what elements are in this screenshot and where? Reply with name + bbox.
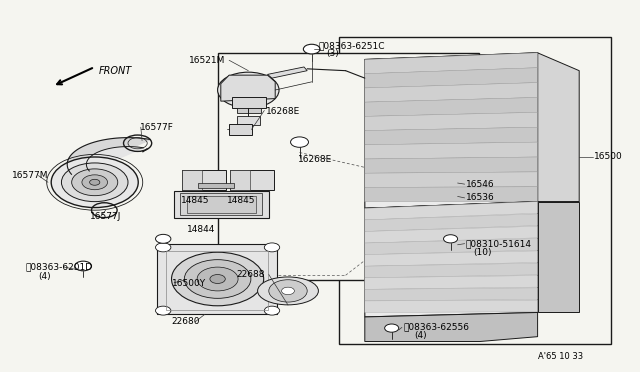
Text: 16521M: 16521M (189, 56, 225, 65)
Polygon shape (365, 251, 538, 266)
Bar (198, 183, 234, 188)
Bar (237, 116, 260, 125)
Polygon shape (67, 138, 150, 174)
Circle shape (51, 157, 138, 208)
Text: (3): (3) (326, 49, 339, 58)
Text: 14844: 14844 (188, 225, 216, 234)
Bar (157, 244, 277, 314)
Polygon shape (365, 202, 538, 220)
Bar (339, 37, 611, 344)
Text: 16577F: 16577F (140, 123, 173, 132)
Text: 16268E: 16268E (266, 107, 300, 116)
Text: 16577M: 16577M (12, 171, 48, 180)
Polygon shape (365, 127, 538, 145)
Ellipse shape (258, 277, 319, 305)
Circle shape (197, 267, 238, 291)
Polygon shape (365, 276, 538, 289)
Circle shape (90, 179, 100, 185)
Polygon shape (365, 238, 538, 254)
Polygon shape (365, 112, 538, 131)
Polygon shape (365, 202, 538, 317)
Circle shape (172, 252, 264, 306)
Circle shape (264, 243, 280, 252)
Circle shape (385, 324, 399, 332)
Text: 16577J: 16577J (90, 212, 121, 221)
Circle shape (264, 306, 280, 315)
Circle shape (242, 86, 255, 94)
Polygon shape (365, 226, 538, 243)
Text: 22688: 22688 (237, 270, 266, 279)
Circle shape (72, 169, 118, 196)
Text: 16500: 16500 (594, 153, 623, 161)
Polygon shape (365, 312, 538, 341)
Text: 16546: 16546 (466, 180, 495, 189)
Text: 22680: 22680 (172, 317, 200, 326)
Bar (230, 170, 250, 190)
Bar (187, 196, 256, 213)
Polygon shape (381, 58, 541, 94)
Text: Ⓢ08363-6201D: Ⓢ08363-6201D (26, 263, 93, 272)
Polygon shape (365, 53, 538, 208)
Text: (10): (10) (474, 248, 492, 257)
Circle shape (229, 79, 268, 101)
Polygon shape (538, 53, 579, 202)
Circle shape (282, 287, 294, 295)
Circle shape (156, 243, 171, 252)
Polygon shape (268, 67, 307, 78)
Text: Ⓢ08310-51614: Ⓢ08310-51614 (466, 239, 532, 248)
Polygon shape (394, 64, 520, 89)
Text: Ⓢ08363-62556: Ⓢ08363-62556 (403, 322, 469, 331)
Bar (229, 124, 252, 135)
Polygon shape (237, 108, 261, 113)
Bar (182, 170, 226, 190)
Polygon shape (365, 97, 538, 116)
Polygon shape (365, 53, 538, 74)
Text: A'65 10 33: A'65 10 33 (538, 352, 583, 361)
Circle shape (82, 175, 108, 190)
Polygon shape (365, 83, 538, 102)
Polygon shape (365, 263, 538, 278)
Bar (230, 170, 274, 190)
Bar (166, 251, 268, 310)
Text: Ⓢ08363-6251C: Ⓢ08363-6251C (318, 41, 385, 50)
Polygon shape (365, 172, 538, 187)
Circle shape (184, 260, 251, 298)
Circle shape (210, 275, 225, 283)
Text: 16268E: 16268E (298, 155, 332, 164)
Text: FRONT: FRONT (99, 67, 132, 76)
Circle shape (291, 137, 308, 147)
Polygon shape (365, 53, 557, 97)
Bar (174, 191, 269, 218)
Bar (182, 170, 202, 190)
Polygon shape (365, 288, 538, 301)
Polygon shape (365, 214, 538, 231)
Polygon shape (221, 75, 275, 101)
Text: 14845: 14845 (180, 196, 209, 205)
Circle shape (444, 235, 458, 243)
Circle shape (75, 261, 92, 271)
Polygon shape (538, 202, 579, 312)
Circle shape (156, 234, 171, 243)
Polygon shape (232, 97, 266, 108)
Polygon shape (365, 187, 538, 202)
Circle shape (61, 163, 128, 202)
Circle shape (303, 44, 320, 54)
Text: (4): (4) (38, 272, 51, 280)
Circle shape (218, 72, 279, 108)
Polygon shape (365, 157, 538, 173)
Polygon shape (365, 68, 538, 88)
Text: 16536: 16536 (466, 193, 495, 202)
Bar (218, 53, 479, 280)
Text: (4): (4) (415, 331, 428, 340)
Polygon shape (365, 300, 538, 312)
Circle shape (269, 280, 307, 302)
Polygon shape (365, 142, 538, 159)
Circle shape (156, 306, 171, 315)
Text: 16500Y: 16500Y (172, 279, 205, 288)
Polygon shape (86, 147, 143, 171)
Polygon shape (365, 202, 579, 208)
Text: 14845: 14845 (227, 196, 256, 205)
Bar (180, 193, 262, 215)
